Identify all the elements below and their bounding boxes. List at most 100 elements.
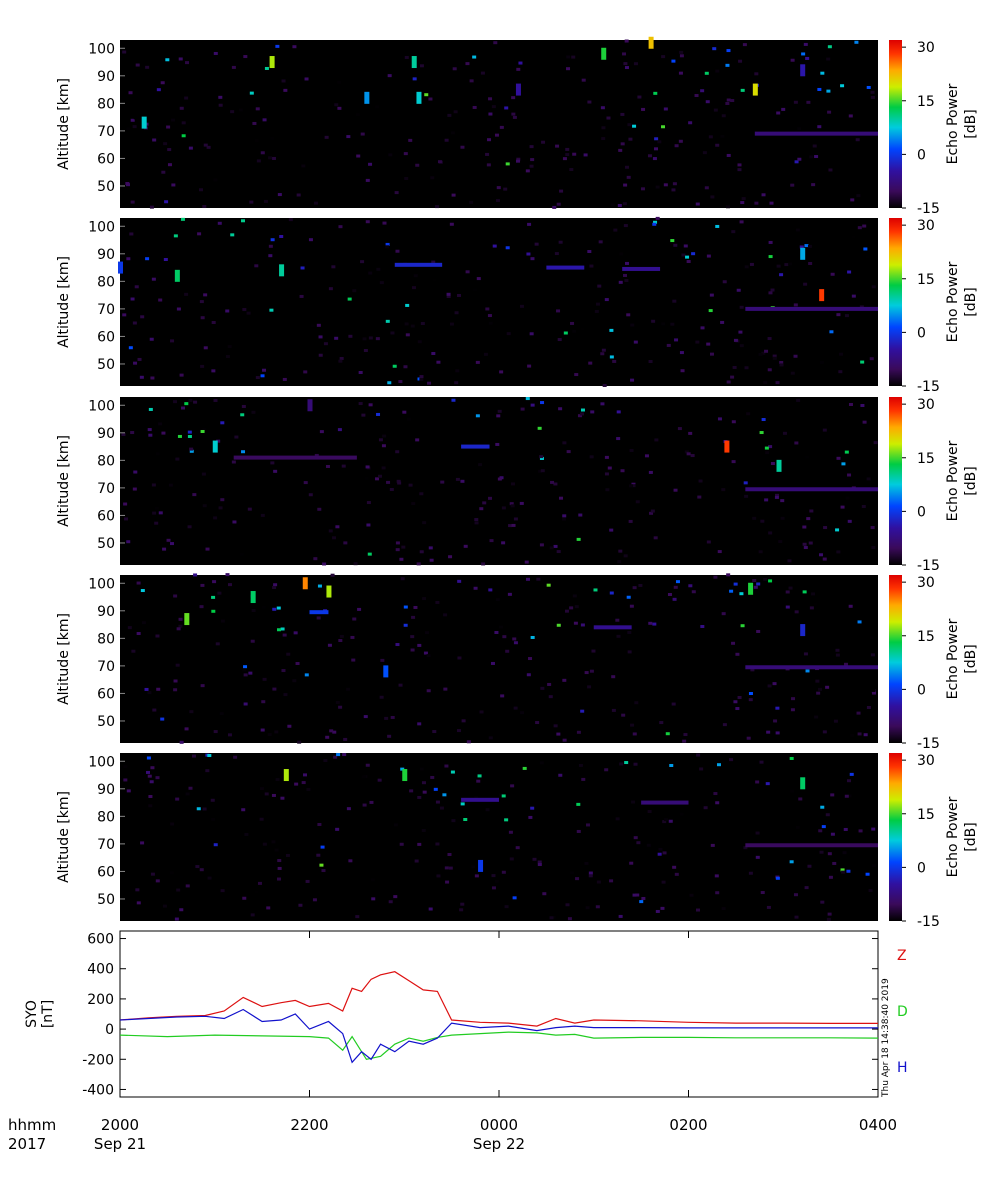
- echo-speckle-cell: [746, 736, 751, 740]
- echo-speckle-cell: [202, 807, 207, 811]
- echo-speckle-cell: [370, 878, 375, 882]
- echo-speckle-cell: [626, 595, 631, 599]
- echo-speckle-cell: [498, 625, 503, 629]
- echo-speckle-cell: [332, 536, 337, 540]
- echo-speckle-cell: [632, 586, 637, 590]
- echo-speckle-cell: [803, 282, 808, 286]
- echo-feature: [800, 777, 806, 790]
- echo-speckle-cell: [134, 285, 139, 289]
- echo-speckle-cell: [633, 762, 638, 766]
- echo-speckle-cell: [227, 733, 232, 737]
- echo-speckle-cell: [624, 761, 629, 765]
- echo-speckle-cell: [184, 402, 189, 406]
- echo-speckle-cell: [158, 422, 163, 426]
- echo-speckle-cell: [299, 294, 304, 298]
- echo-speckle-cell: [575, 877, 580, 881]
- echo-speckle-cell: [242, 308, 247, 312]
- echo-speckle-cell: [395, 643, 400, 647]
- echo-speckle-cell: [234, 435, 239, 439]
- echo-speckle-cell: [268, 244, 273, 248]
- echo-speckle-cell: [429, 558, 434, 562]
- echo-speckle-cell: [192, 493, 197, 497]
- echo-speckle-cell: [541, 140, 546, 144]
- echo-speckle-cell: [240, 413, 245, 417]
- echo-speckle-cell: [457, 579, 462, 583]
- echo-speckle-cell: [220, 498, 225, 502]
- echo-speckle-cell: [770, 462, 775, 466]
- echo-speckle-cell: [220, 421, 225, 425]
- echo-feature: [724, 440, 730, 453]
- echo-speckle-cell: [653, 536, 658, 540]
- echo-speckle-cell: [211, 609, 216, 613]
- echo-speckle-cell: [422, 521, 427, 525]
- echo-speckle-cell: [365, 178, 370, 182]
- echo-speckle-cell: [375, 477, 380, 481]
- echo-speckle-cell: [264, 66, 269, 70]
- series-line-H: [119, 1008, 878, 1064]
- echo-speckle-cell: [787, 559, 792, 563]
- echo-speckle-cell: [447, 852, 452, 856]
- echo-speckle-cell: [679, 351, 684, 355]
- echo-speckle-cell: [300, 266, 305, 270]
- echo-speckle-cell: [239, 552, 244, 556]
- echo-speckle-cell: [474, 518, 479, 522]
- echo-speckle-cell: [744, 366, 749, 370]
- echo-speckle-cell: [132, 125, 137, 129]
- echo-speckle-cell: [280, 627, 285, 631]
- echo-speckle-cell: [136, 901, 141, 905]
- colorbar: 30 15 0 -15 Echo Power [dB]: [889, 397, 979, 574]
- echo-speckle-cell: [820, 71, 825, 75]
- echo-speckle-cell: [703, 806, 708, 810]
- echo-speckle-cell: [435, 842, 440, 846]
- echo-speckle-cell: [395, 249, 400, 253]
- echo-speckle-cell: [706, 540, 711, 544]
- echo-speckle-cell: [793, 893, 798, 897]
- echo-speckle-cell: [457, 656, 462, 660]
- echo-speckle-cell: [423, 651, 428, 655]
- echo-speckle-cell: [769, 201, 774, 205]
- echo-speckle-cell: [790, 183, 795, 187]
- echo-speckle-cell: [520, 711, 525, 715]
- echo-speckle-cell: [141, 621, 146, 625]
- echo-speckle-cell: [203, 346, 208, 350]
- echo-speckle-cell: [347, 297, 352, 301]
- echo-speckle-cell: [845, 496, 850, 500]
- echo-speckle-cell: [584, 861, 589, 865]
- echo-speckle-cell: [627, 650, 632, 654]
- echo-speckle-cell: [842, 851, 847, 855]
- echo-speckle-cell: [631, 800, 636, 804]
- echo-speckle-cell: [181, 134, 186, 138]
- echo-speckle-cell: [343, 541, 348, 545]
- echo-speckle-cell: [220, 889, 225, 893]
- echo-speckle-cell: [726, 98, 731, 102]
- echo-speckle-cell: [377, 778, 382, 782]
- echo-speckle-cell: [298, 903, 303, 907]
- echo-speckle-cell: [539, 543, 544, 547]
- echo-speckle-cell: [861, 504, 866, 508]
- echo-speckle-cell: [836, 550, 841, 554]
- echo-speckle-cell: [390, 715, 395, 719]
- echo-layer: [754, 131, 878, 136]
- echo-speckle-cell: [630, 378, 635, 382]
- echo-speckle-cell: [352, 289, 357, 293]
- echo-speckle-cell: [232, 520, 237, 524]
- echo-speckle-cell: [200, 429, 205, 433]
- echo-speckle-cell: [180, 217, 185, 221]
- echo-speckle-cell: [262, 118, 267, 122]
- echo-speckle-cell: [155, 452, 160, 456]
- echo-speckle-cell: [661, 322, 666, 326]
- magnetometer-ylabel-1: SYO: [24, 1000, 40, 1028]
- echo-speckle-cell: [408, 483, 413, 487]
- echo-speckle-cell: [122, 313, 127, 317]
- echo-speckle-cell: [673, 585, 678, 589]
- echo-speckle-cell: [708, 309, 713, 313]
- echo-speckle-cell: [450, 131, 455, 135]
- echo-speckle-cell: [587, 100, 592, 104]
- echo-speckle-cell: [173, 679, 178, 683]
- echo-speckle-cell: [744, 494, 749, 498]
- echo-speckle-cell: [282, 377, 287, 381]
- echo-speckle-cell: [512, 637, 517, 641]
- echo-speckle-cell: [346, 807, 351, 811]
- echo-speckle-cell: [338, 359, 343, 363]
- echo-speckle-cell: [870, 526, 875, 530]
